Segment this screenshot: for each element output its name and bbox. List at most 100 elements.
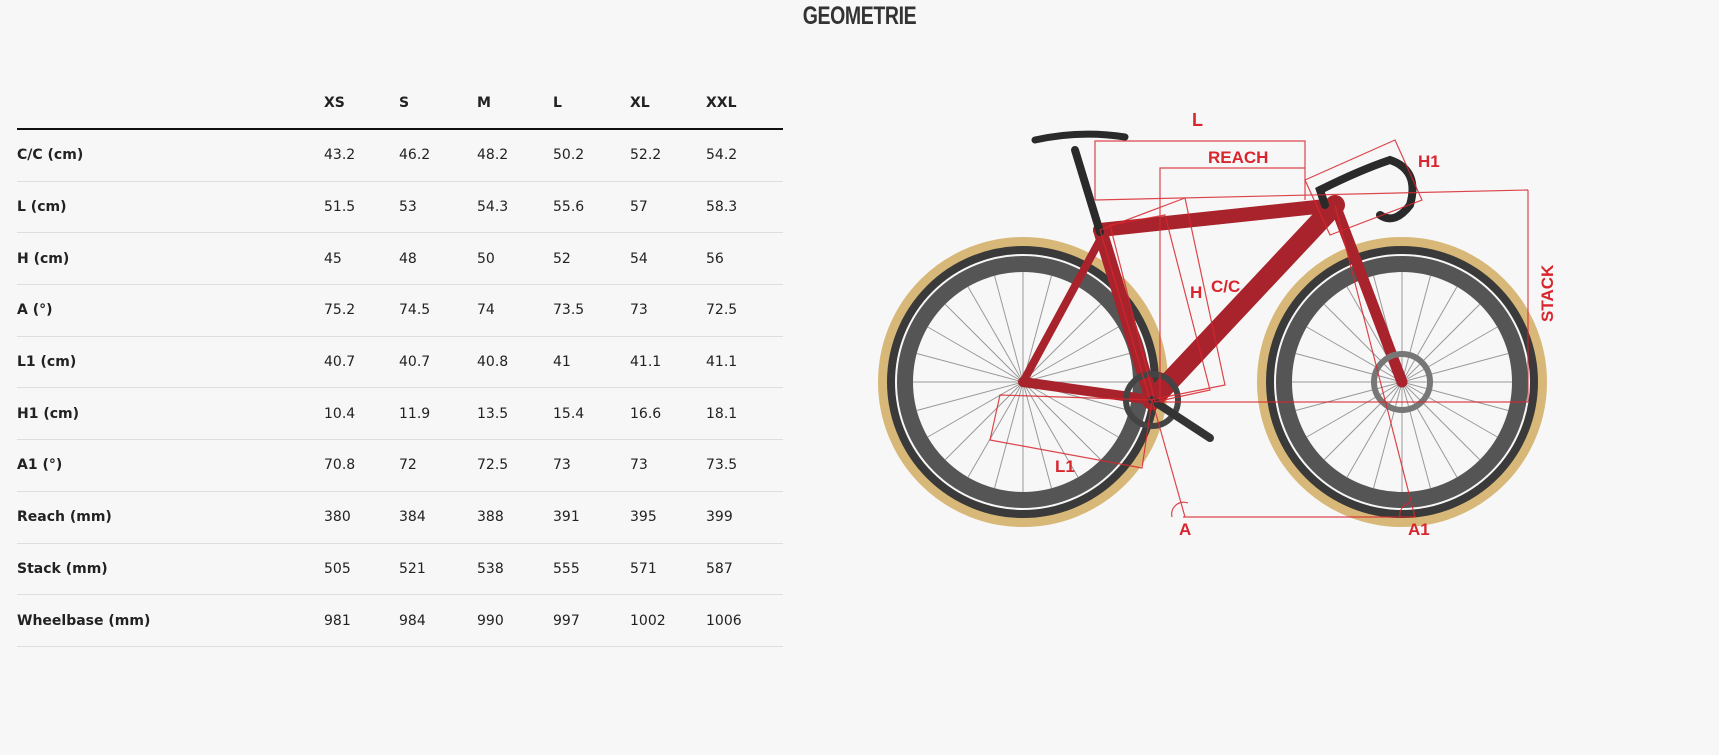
table-cell: 10.4 <box>324 405 356 422</box>
table-row: L (cm) 51.5 53 54.3 55.6 57 58.3 <box>17 182 783 234</box>
table-cell: 16.6 <box>630 405 662 422</box>
dimension-labels: L REACH H1 STACK C/C H L1 A A1 <box>1055 110 1557 539</box>
spoke <box>916 381 1024 411</box>
row-label: H1 (cm) <box>17 405 80 422</box>
table-cell: 48 <box>399 250 417 267</box>
table-cell: 73 <box>630 302 648 319</box>
table-cell: 1006 <box>706 612 742 629</box>
column-header: L <box>553 95 562 111</box>
table-cell: 54.2 <box>706 147 738 164</box>
row-label: L1 (cm) <box>17 354 77 371</box>
spoke <box>1401 275 1431 383</box>
table-cell: 555 <box>553 560 580 577</box>
spoke <box>1401 381 1481 461</box>
spoke <box>1295 353 1403 383</box>
table-cell: 53 <box>399 199 417 216</box>
table-cell: 51.5 <box>324 199 356 216</box>
spoke <box>1401 381 1498 438</box>
table-row: H (cm) 45 48 50 52 54 56 <box>17 233 783 286</box>
row-label: A1 (°) <box>17 457 63 474</box>
spoke <box>1401 286 1458 383</box>
column-header: S <box>399 95 410 111</box>
table-cell: 48.2 <box>477 147 509 164</box>
spoke <box>1022 381 1119 438</box>
table-row: A1 (°) 70.8 72 72.5 73 73 73.5 <box>17 440 783 492</box>
spoke <box>1401 326 1498 383</box>
table-header: XS S M L XL XXL <box>17 78 783 130</box>
label-a: A <box>1179 520 1191 539</box>
table-cell: 388 <box>477 509 504 526</box>
table-cell: 13.5 <box>477 405 509 422</box>
spoke <box>1401 353 1509 383</box>
table-row: Stack (mm) 505 521 538 555 571 587 <box>17 544 783 596</box>
table-cell: 41 <box>553 354 571 371</box>
row-label: Wheelbase (mm) <box>17 612 151 629</box>
spoke <box>1323 303 1403 383</box>
table-cell: 56 <box>706 250 724 267</box>
spoke <box>1306 381 1403 438</box>
spoke <box>1346 381 1403 478</box>
table-cell: 72 <box>399 457 417 474</box>
spoke <box>1401 381 1431 489</box>
table-cell: 40.8 <box>477 354 509 371</box>
spoke <box>1295 381 1403 411</box>
table-cell: 11.9 <box>399 405 431 422</box>
table-row: A (°) 75.2 74.5 74 73.5 73 72.5 <box>17 285 783 337</box>
table-cell: 40.7 <box>324 354 356 371</box>
table-row: L1 (cm) 40.7 40.7 40.8 41 41.1 41.1 <box>17 337 783 389</box>
table-cell: 58.3 <box>706 199 738 216</box>
spoke <box>1022 381 1102 461</box>
table-cell: 41.1 <box>706 354 738 371</box>
spoke <box>994 275 1024 383</box>
spoke <box>1022 303 1102 383</box>
front-wheel <box>1257 237 1547 527</box>
table-cell: 391 <box>553 509 580 526</box>
spoke <box>967 286 1024 383</box>
column-header: XS <box>324 95 345 111</box>
column-header: M <box>477 95 491 111</box>
table-cell: 46.2 <box>399 147 431 164</box>
bike-geometry-diagram: L REACH H1 STACK C/C H L1 A A1 <box>878 110 1557 539</box>
label-a1: A1 <box>1408 520 1430 539</box>
spoke <box>927 326 1024 383</box>
table-cell: 50 <box>477 250 495 267</box>
table-cell: 18.1 <box>706 405 738 422</box>
spoke <box>1401 303 1481 383</box>
table-cell: 1002 <box>630 612 666 629</box>
table-cell: 52.2 <box>630 147 662 164</box>
spoke <box>994 381 1024 489</box>
spoke <box>1022 275 1052 383</box>
spoke <box>1373 381 1403 489</box>
spoke <box>1306 326 1403 383</box>
row-label: Stack (mm) <box>17 560 108 577</box>
spoke <box>944 303 1024 383</box>
table-cell: 40.7 <box>399 354 431 371</box>
table-row: C/C (cm) 43.2 46.2 48.2 50.2 52.2 54.2 <box>17 130 783 182</box>
row-label: Reach (mm) <box>17 509 112 526</box>
label-h: H <box>1190 283 1202 302</box>
column-header: XXL <box>706 95 737 111</box>
table-cell: 73 <box>553 457 571 474</box>
table-cell: 52 <box>553 250 571 267</box>
table-cell: 587 <box>706 560 733 577</box>
table-cell: 505 <box>324 560 351 577</box>
table-cell: 54.3 <box>477 199 509 216</box>
label-l: L <box>1192 110 1203 130</box>
label-stack: STACK <box>1538 264 1557 322</box>
table-cell: 74 <box>477 302 495 319</box>
table-cell: 395 <box>630 509 657 526</box>
row-label: L (cm) <box>17 199 67 216</box>
table-cell: 981 <box>324 612 351 629</box>
row-label: H (cm) <box>17 250 70 267</box>
spoke <box>1401 381 1458 478</box>
table-cell: 73 <box>630 457 648 474</box>
table-cell: 73.5 <box>553 302 585 319</box>
spoke <box>927 381 1024 438</box>
table-cell: 45 <box>324 250 342 267</box>
table-cell: 538 <box>477 560 504 577</box>
row-label: A (°) <box>17 302 53 319</box>
table-cell: 70.8 <box>324 457 356 474</box>
table-cell: 43.2 <box>324 147 356 164</box>
table-cell: 15.4 <box>553 405 585 422</box>
table-cell: 521 <box>399 560 426 577</box>
